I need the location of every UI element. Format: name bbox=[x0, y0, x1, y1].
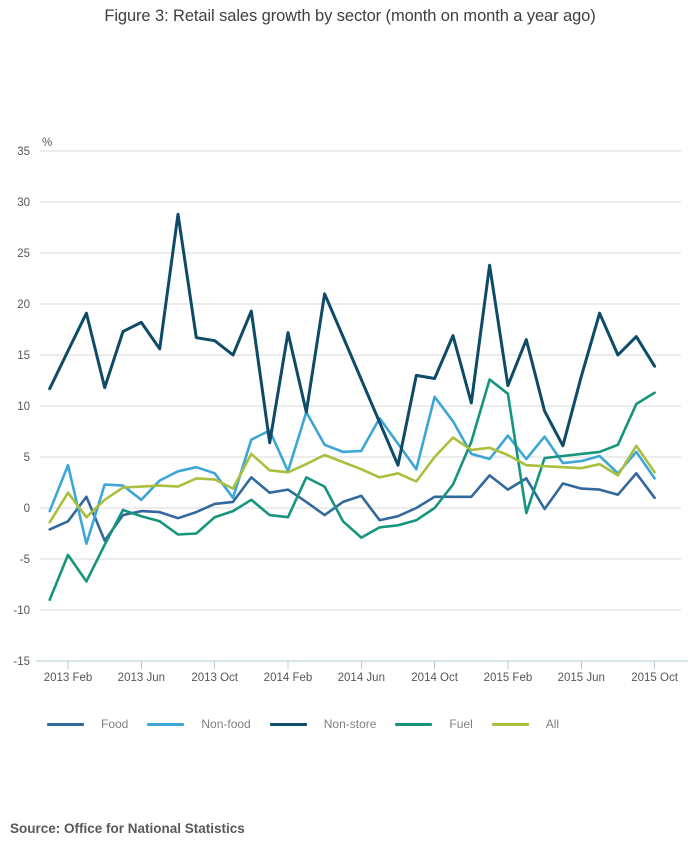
legend-item-food: Food bbox=[47, 717, 128, 731]
legend-item-non-store: Non-store bbox=[269, 717, 377, 731]
x-axis-tick-label: 2014 Feb bbox=[264, 672, 313, 684]
x-axis-tick-label: 2013 Feb bbox=[44, 672, 93, 684]
y-axis-tick-label: 20 bbox=[17, 299, 30, 311]
chart-legend: Food Non-food Non-store Fuel All bbox=[47, 717, 578, 731]
legend-item-fuel: Fuel bbox=[395, 717, 473, 731]
legend-swatch-non-food bbox=[147, 722, 185, 726]
legend-item-all: All bbox=[491, 717, 560, 731]
x-axis-tick-label: 2014 Oct bbox=[411, 672, 458, 684]
y-axis-tick-label: 10 bbox=[17, 401, 30, 413]
x-axis-tick-label: 2013 Oct bbox=[191, 672, 238, 684]
legend-label: Food bbox=[101, 717, 129, 731]
y-axis-tick-label: 5 bbox=[24, 452, 30, 464]
legend-swatch-non-store bbox=[269, 722, 307, 726]
x-axis-tick-label: 2014 Jun bbox=[338, 672, 385, 684]
y-axis-tick-label: -5 bbox=[20, 554, 30, 566]
y-axis-tick-label: 15 bbox=[17, 350, 30, 362]
y-axis-tick-label: 0 bbox=[24, 503, 30, 515]
legend-label: All bbox=[545, 717, 560, 731]
x-axis-tick-label: 2015 Jun bbox=[558, 672, 605, 684]
series-line-food bbox=[48, 471, 656, 542]
line-chart-plot-area: 35 30 25 20 15 10 5 0 -5 -10 -15% 2013 Feb 2013 Jun 2… bbox=[13, 137, 688, 684]
x-axis-tick-label: 2015 Oct bbox=[631, 672, 678, 684]
series-line-non-store bbox=[48, 212, 657, 467]
series-line-all bbox=[48, 436, 656, 524]
y-axis-tick-label: 35 bbox=[17, 146, 30, 158]
legend-swatch-food bbox=[47, 722, 84, 726]
y-axis-unit-label: % bbox=[42, 137, 52, 149]
y-axis-tick-label: -10 bbox=[13, 605, 30, 617]
series-line-non-food bbox=[48, 395, 656, 546]
legend-label: Non-food bbox=[201, 717, 251, 731]
series-line-fuel bbox=[48, 378, 656, 602]
legend-swatch-all bbox=[491, 722, 529, 726]
source-attribution: Source: Office for National Statistics bbox=[10, 821, 245, 836]
y-axis-tick-label: 25 bbox=[17, 248, 30, 260]
chart-title: Figure 3: Retail sales growth by sector … bbox=[104, 7, 596, 25]
legend-label: Non-store bbox=[323, 717, 377, 731]
x-axis-tick-label: 2015 Feb bbox=[484, 672, 533, 684]
legend-swatch-fuel bbox=[395, 722, 433, 726]
y-axis-tick-label: -15 bbox=[13, 656, 30, 668]
y-axis-tick-label: 30 bbox=[17, 197, 30, 209]
x-axis-tick-label: 2013 Jun bbox=[118, 672, 165, 684]
legend-item-non-food: Non-food bbox=[147, 717, 251, 731]
legend-label: Fuel bbox=[449, 717, 473, 731]
